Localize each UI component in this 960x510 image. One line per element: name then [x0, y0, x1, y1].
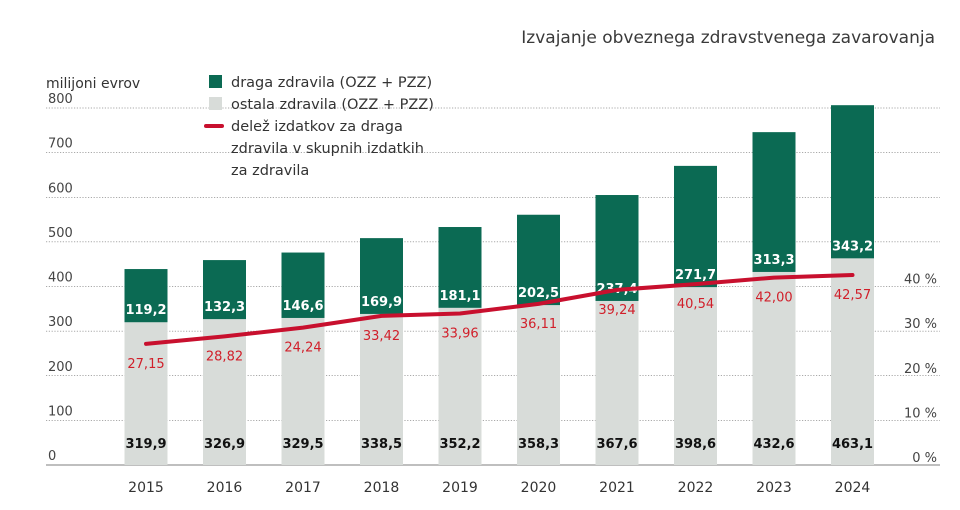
value-label-ostala: 329,5 — [282, 437, 323, 452]
y-tick-label: 800 — [48, 92, 73, 107]
bar-draga — [595, 195, 639, 301]
value-label-share: 36,11 — [520, 317, 557, 332]
y2-tick-label: 10 % — [904, 406, 937, 421]
y2-tick-label: 0 % — [912, 451, 937, 466]
y2-tick-label: 20 % — [904, 362, 937, 377]
bar-draga — [203, 260, 246, 320]
bar-ostala — [674, 287, 717, 465]
value-label-share: 28,82 — [206, 349, 243, 364]
bar-ostala — [124, 322, 168, 465]
value-label-share: 24,24 — [284, 341, 321, 356]
bar-draga — [517, 214, 560, 306]
value-label-ostala: 352,2 — [439, 437, 480, 452]
y-tick-label: 400 — [48, 271, 73, 286]
value-label-draga: 313,3 — [753, 253, 794, 268]
x-tick-label: 2017 — [285, 480, 321, 496]
x-tick-label: 2018 — [364, 480, 400, 496]
bars: 319,9 119,2 326,9 132,3 329,5 146,6 338,5 169,9… — [124, 105, 874, 465]
bar-ostala — [281, 317, 325, 465]
gridlines — [46, 107, 940, 466]
share-line: 27,15 28,82 24,24 33,42 33,96 36,11 39,24 40,54… — [127, 273, 871, 372]
y-tick-label: 100 — [48, 404, 73, 419]
bar-draga — [124, 269, 168, 323]
value-label-share: 39,24 — [598, 303, 635, 318]
x-tick-label: 2024 — [835, 480, 871, 496]
value-label-draga: 132,3 — [204, 300, 245, 315]
value-label-draga: 202,5 — [518, 286, 559, 301]
x-tick-label: 2020 — [521, 480, 557, 496]
bar-draga — [831, 105, 874, 259]
bar-draga — [438, 227, 482, 308]
bar-ostala — [517, 305, 560, 465]
x-tick-label: 2015 — [128, 480, 164, 496]
bar-ostala — [360, 313, 403, 465]
value-label-share: 40,54 — [677, 297, 714, 312]
legend-label-draga: draga zdravila (OZZ + PZZ) — [231, 75, 432, 91]
bar-ostala — [438, 307, 482, 465]
y2-axis-ticks: 0 % 10 % 20 % 30 % 40 % — [904, 273, 937, 467]
bar-draga — [752, 132, 796, 272]
value-label-ostala: 358,3 — [518, 437, 559, 452]
x-tick-label: 2021 — [599, 480, 635, 496]
legend-label-ostala: ostala zdravila (OZZ + PZZ) — [231, 97, 434, 113]
bar-ostala — [203, 319, 246, 465]
bar-draga — [360, 238, 403, 314]
chart-title: Izvajanje obveznega zdravstvenega zavaro… — [521, 28, 935, 48]
value-label-draga: 271,7 — [675, 268, 716, 283]
value-label-share: 33,96 — [441, 326, 478, 341]
value-label-draga: 119,2 — [125, 303, 166, 318]
legend-swatch-draga — [209, 75, 222, 88]
y-tick-label: 700 — [48, 137, 73, 152]
value-label-share: 42,57 — [834, 288, 871, 303]
value-label-ostala: 432,6 — [753, 437, 794, 452]
y-tick-label: 500 — [48, 226, 73, 241]
value-label-ostala: 338,5 — [361, 437, 402, 452]
legend-swatch-ostala — [209, 97, 222, 110]
bar-ostala — [831, 258, 874, 465]
value-label-draga: 169,9 — [361, 295, 402, 310]
y-tick-label: 0 — [48, 449, 56, 464]
value-label-ostala: 319,9 — [125, 437, 166, 452]
x-axis-ticks: 2015 2016 2017 2018 2019 2020 2021 2022 2023 2024 — [128, 480, 870, 496]
bar-draga — [674, 165, 717, 288]
legend-label-share-3: za zdravila — [231, 163, 309, 179]
y-axis-label: milijoni evrov — [46, 76, 140, 92]
value-label-draga: 146,6 — [282, 299, 323, 314]
value-label-draga: 181,1 — [439, 289, 480, 304]
x-tick-label: 2022 — [678, 480, 714, 496]
share-line-path — [144, 273, 855, 346]
x-tick-label: 2023 — [756, 480, 792, 496]
y-tick-label: 200 — [48, 360, 73, 375]
value-label-share: 33,42 — [363, 329, 400, 344]
bar-draga — [281, 252, 325, 318]
y-axis-ticks: 0 100 200 300 400 500 600 700 800 — [48, 92, 73, 464]
legend: draga zdravila (OZZ + PZZ) ostala zdravi… — [204, 75, 434, 179]
y-tick-label: 600 — [48, 181, 73, 196]
value-label-ostala: 367,6 — [596, 437, 637, 452]
y2-tick-label: 30 % — [904, 317, 937, 332]
x-tick-label: 2019 — [442, 480, 478, 496]
value-label-share: 42,00 — [755, 291, 792, 306]
value-label-ostala: 326,9 — [204, 437, 245, 452]
bar-ostala — [595, 300, 639, 465]
legend-label-share-1: delež izdatkov za draga — [231, 119, 403, 135]
value-label-share: 27,15 — [127, 357, 164, 372]
y2-tick-label: 40 % — [904, 273, 937, 288]
legend-label-share-2: zdravila v skupnih izdatkih — [231, 141, 424, 157]
x-tick-label: 2016 — [207, 480, 243, 496]
value-label-ostala: 463,1 — [832, 437, 873, 452]
value-label-draga: 343,2 — [832, 239, 873, 254]
y-tick-label: 300 — [48, 315, 73, 330]
bar-ostala — [752, 271, 796, 465]
value-label-ostala: 398,6 — [675, 437, 716, 452]
